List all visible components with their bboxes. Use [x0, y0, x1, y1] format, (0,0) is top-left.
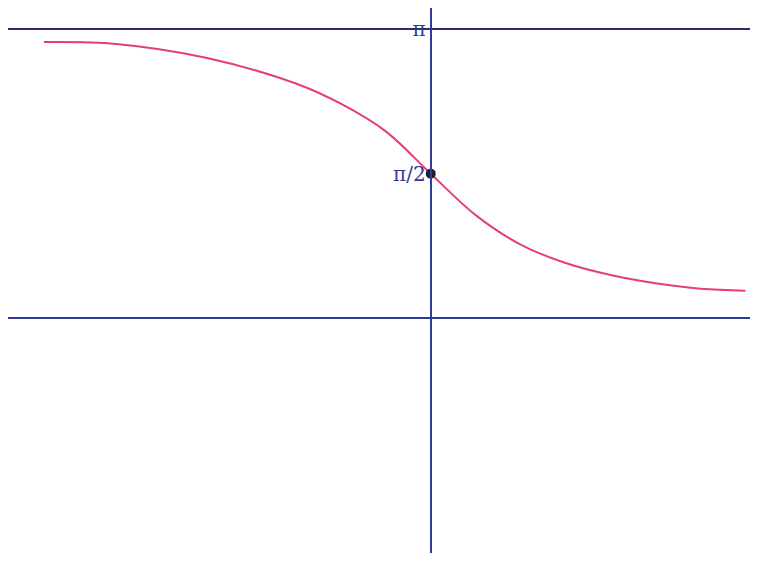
svg-text:π/2: π/2 [393, 162, 426, 186]
svg-text:π: π [413, 17, 426, 41]
